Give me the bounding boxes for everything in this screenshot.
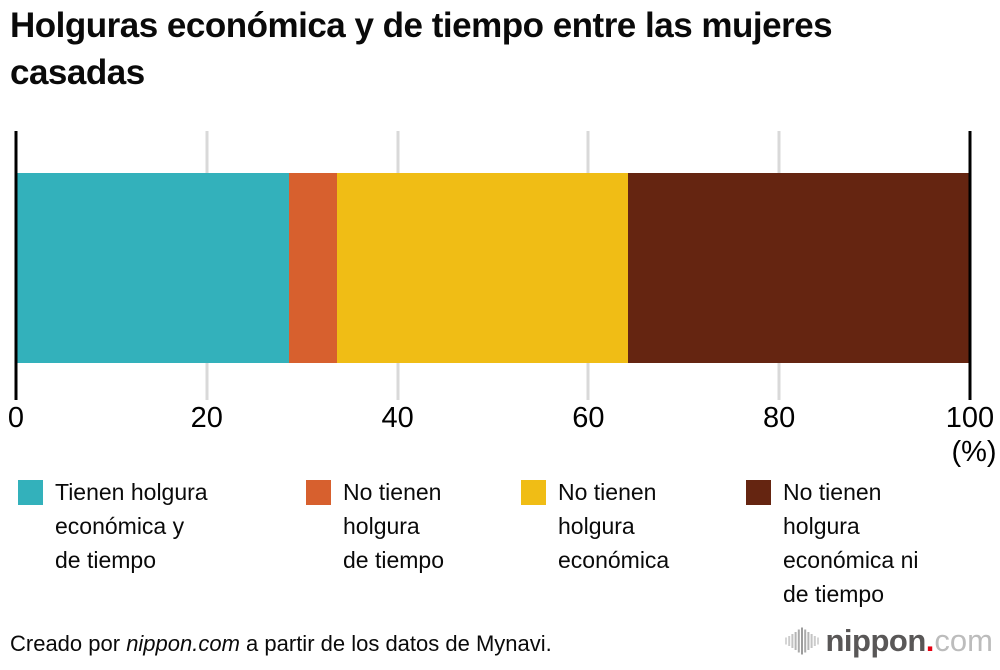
attribution-prefix: Creado por — [10, 631, 127, 656]
nippon-logo: nippon. com — [784, 620, 993, 662]
legend-label-line: holgura — [783, 513, 860, 539]
x-axis-ticks: 0 20 40 60 80 100 — [8, 402, 994, 438]
legend-label-line: No tienen — [558, 479, 657, 505]
x-tick-40: 40 — [381, 402, 414, 434]
legend-label-line: Tienen holgura — [55, 479, 208, 505]
plot-area — [14, 131, 972, 400]
bar-segment-4 — [627, 173, 970, 363]
attribution-suffix: a partir de los datos de Mynavi. — [239, 631, 552, 656]
gridline-0 — [14, 131, 18, 400]
bar-segment-3 — [337, 173, 628, 363]
x-tick-20: 20 — [190, 402, 223, 434]
stacked-bar — [16, 173, 970, 363]
logo-tld-text: com — [934, 623, 993, 658]
legend-swatch — [306, 480, 331, 505]
legend-label: Tienen holgura económica y de tiempo — [55, 475, 208, 577]
attribution-text: Creado por nippon.com a partir de los da… — [10, 631, 552, 657]
legend-label: No tienen holgura económica ni de tiempo — [783, 475, 919, 611]
x-tick-60: 60 — [572, 402, 605, 434]
legend-label: No tienen holgura económica — [558, 475, 669, 577]
legend-swatch — [18, 480, 43, 505]
bar-segment-2 — [288, 173, 338, 363]
legend-label-line: de tiempo — [343, 547, 445, 573]
legend-item-1: Tienen holgura económica y de tiempo — [18, 475, 208, 577]
legend-label-line: económica ni — [783, 547, 919, 573]
legend-label-line: de tiempo — [783, 581, 885, 607]
logo-name-text: nippon — [825, 623, 927, 658]
legend-label: No tienen holgura de tiempo — [343, 475, 444, 577]
legend-item-2: No tienen holgura de tiempo — [306, 475, 444, 577]
attribution-source: nippon.com — [126, 631, 240, 656]
legend-label-line: económica y — [55, 513, 185, 539]
legend-label-line: No tienen — [783, 479, 882, 505]
x-tick-0: 0 — [7, 402, 25, 434]
legend-swatch — [746, 480, 771, 505]
legend-label-line: No tienen — [343, 479, 442, 505]
legend-swatch — [521, 480, 546, 505]
legend-label-line: de tiempo — [55, 547, 157, 573]
legend-label-line: holgura — [558, 513, 635, 539]
x-tick-100: 100 — [945, 402, 995, 434]
gridline-100 — [968, 131, 972, 400]
legend-label-line: holgura — [343, 513, 420, 539]
x-axis-unit-label: (%) — [951, 436, 997, 468]
legend-label-line: económica — [558, 547, 670, 573]
legend-item-3: No tienen holgura económica — [521, 475, 669, 577]
logo-dot: . — [925, 623, 935, 658]
chart-title: Holguras económica y de tiempo entre las… — [10, 6, 833, 92]
x-tick-80: 80 — [763, 402, 796, 434]
bar-segment-1 — [16, 173, 289, 363]
legend-item-4: No tienen holgura económica ni de tiempo — [746, 475, 919, 611]
soundwave-icon — [784, 627, 819, 655]
